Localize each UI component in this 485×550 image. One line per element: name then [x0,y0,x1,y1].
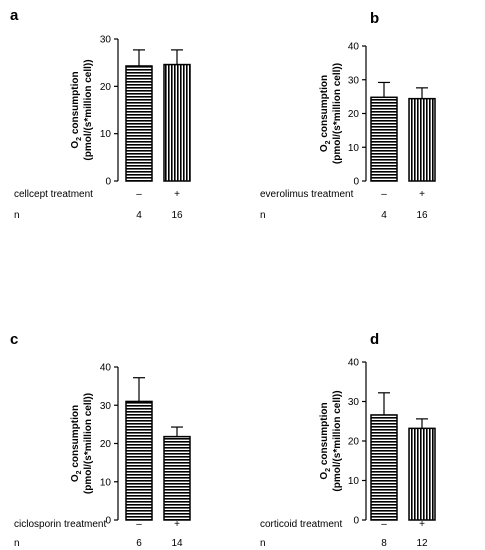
n-label: n [14,538,20,549]
y-tick-label: 30 [100,401,112,412]
y-tick-label: 10 [348,143,360,154]
y-tick-label: 20 [100,439,112,450]
y-tick-label: 10 [348,476,360,487]
n-label: n [260,538,266,549]
category-label: – [136,519,142,530]
n-value: 16 [416,210,428,221]
category-label: + [419,189,425,200]
panel-letter: b [370,10,379,27]
y-tick-label: 0 [105,516,111,527]
panel-d: d 0 10 20 30 40 O2 consumption (pmol/(s*million… [260,331,436,549]
y-tick-label: 10 [100,129,112,140]
y-tick-label: 40 [100,363,112,374]
bar-1 [370,96,398,182]
n-value: 4 [136,210,142,221]
bar-2 [408,427,436,521]
y-tick-label: 0 [353,516,359,527]
category-label: + [174,519,180,530]
bar-1 [125,65,153,182]
y-tick-label: 30 [100,35,112,46]
y-tick-label: 40 [348,358,360,369]
y-axis-label: O2 consumption (pmol/(s*million cell)) [319,63,343,164]
condition-label: corticoid treatment [260,519,342,530]
y-axis-label: O2 consumption (pmol/(s*million cell)) [70,59,94,160]
category-label: – [381,519,387,530]
y-tick-label: 0 [353,177,359,188]
y-tick-label: 30 [348,75,360,86]
y-tick-label: 40 [348,42,360,53]
n-label: n [14,210,20,221]
panel-letter: c [10,331,18,348]
y-axis-label: O2 consumption (pmol/(s*million cell)) [319,390,343,491]
panel-letter: d [370,331,379,348]
category-label: + [419,519,425,530]
y-tick-label: 10 [100,477,112,488]
y-axis-label: O2 consumption (pmol/(s*million cell)) [70,393,94,494]
y-tick-label: 0 [105,177,111,188]
bar-1 [370,414,398,521]
n-label: n [260,210,266,221]
n-value: 14 [171,538,183,549]
panel-c: c 0 10 20 30 40 O2 consumption (pmol/(s*million… [10,331,191,549]
bar-1 [125,400,153,521]
bar-2 [163,435,191,521]
n-value: 12 [416,538,428,549]
condition-label: ciclosporin treatment [14,519,106,530]
n-value: 16 [171,210,183,221]
y-tick-label: 20 [348,437,360,448]
panel-a: a 0 10 20 30 O2 consumption (pmol/(s*million c… [10,7,191,221]
y-tick-label: 20 [100,82,112,93]
n-value: 4 [381,210,387,221]
category-label: + [174,189,180,200]
panel-letter: a [10,7,19,24]
condition-label: everolimus treatment [260,189,354,200]
bar-2 [408,97,436,182]
panel-b: b 0 10 20 30 40 O2 consumption (pmol/(s*million… [260,10,436,221]
y-tick-label: 20 [348,109,360,120]
n-value: 6 [136,538,142,549]
category-label: – [381,189,387,200]
condition-label: cellcept treatment [14,189,93,200]
y-tick-label: 30 [348,397,360,408]
n-value: 8 [381,538,387,549]
bar-2 [163,63,191,182]
category-label: – [136,189,142,200]
